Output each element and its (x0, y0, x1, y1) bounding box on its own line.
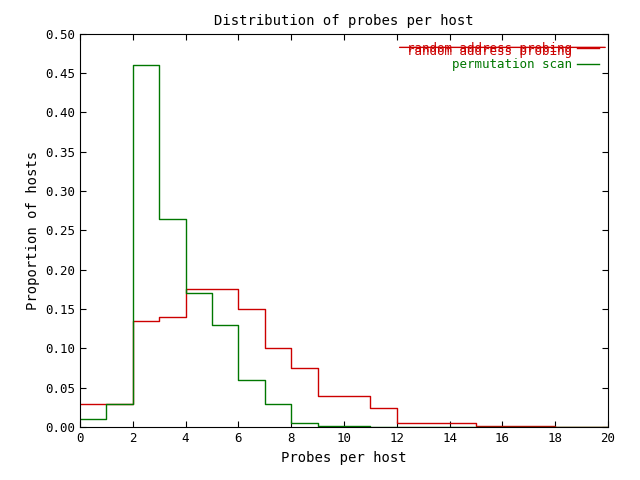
Legend: random address probing, permutation scan: random address probing, permutation scan (404, 40, 602, 74)
X-axis label: Probes per host: Probes per host (281, 451, 407, 465)
Y-axis label: Proportion of hosts: Proportion of hosts (26, 151, 40, 310)
Text: random address probing: random address probing (408, 46, 572, 59)
Title: Distribution of probes per host: Distribution of probes per host (214, 14, 474, 28)
